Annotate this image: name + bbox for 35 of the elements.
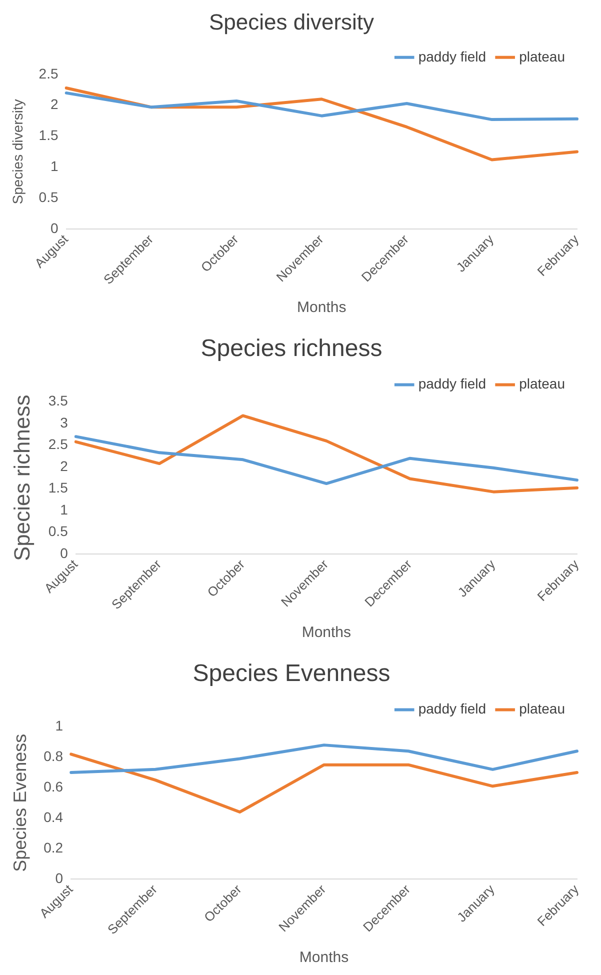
chart-title: Species richness: [200, 335, 382, 362]
y-tick-label: 1.5: [38, 127, 58, 144]
y-tick-label: 0: [50, 220, 58, 236]
y-tick-label: 1: [50, 158, 58, 174]
y-tick-label: 3.5: [48, 392, 68, 409]
y-tick-label: 0.2: [44, 839, 64, 856]
y-axis-title: Species Eveness: [10, 734, 30, 872]
y-tick-label: 0.5: [38, 188, 58, 205]
y-tick-label: 0: [55, 870, 64, 886]
legend-label: plateau: [519, 376, 566, 392]
legend-label: paddy field: [418, 376, 486, 392]
y-tick-label: 2.5: [38, 65, 58, 82]
chart-title: Species diversity: [208, 9, 374, 34]
y-tick-label: 0.5: [48, 523, 68, 540]
y-tick-label: 1.5: [48, 480, 68, 496]
y-tick-label: 1: [60, 501, 68, 518]
y-axis-title: Species richness: [9, 394, 34, 562]
x-axis-title: Months: [302, 624, 352, 642]
x-axis-title: Months: [297, 299, 346, 316]
y-tick-label: 2: [50, 96, 58, 112]
y-tick-label: 2: [60, 458, 68, 474]
y-tick-label: 0: [60, 544, 68, 561]
legend-label: paddy field: [418, 700, 486, 717]
legend-label: plateau: [519, 48, 566, 64]
y-tick-label: 1: [55, 718, 64, 734]
y-axis-title: Species diversity: [9, 99, 26, 204]
y-tick-label: 0.6: [44, 778, 64, 795]
y-tick-label: 2.5: [48, 436, 68, 452]
legend-label: paddy field: [418, 48, 486, 64]
y-tick-label: 0.4: [44, 808, 64, 825]
legend-label: plateau: [519, 700, 566, 717]
y-tick-label: 0.8: [44, 748, 64, 764]
y-tick-label: 3: [60, 414, 68, 430]
x-axis-title: Months: [299, 949, 349, 966]
chart-title: Species Evenness: [192, 660, 390, 688]
